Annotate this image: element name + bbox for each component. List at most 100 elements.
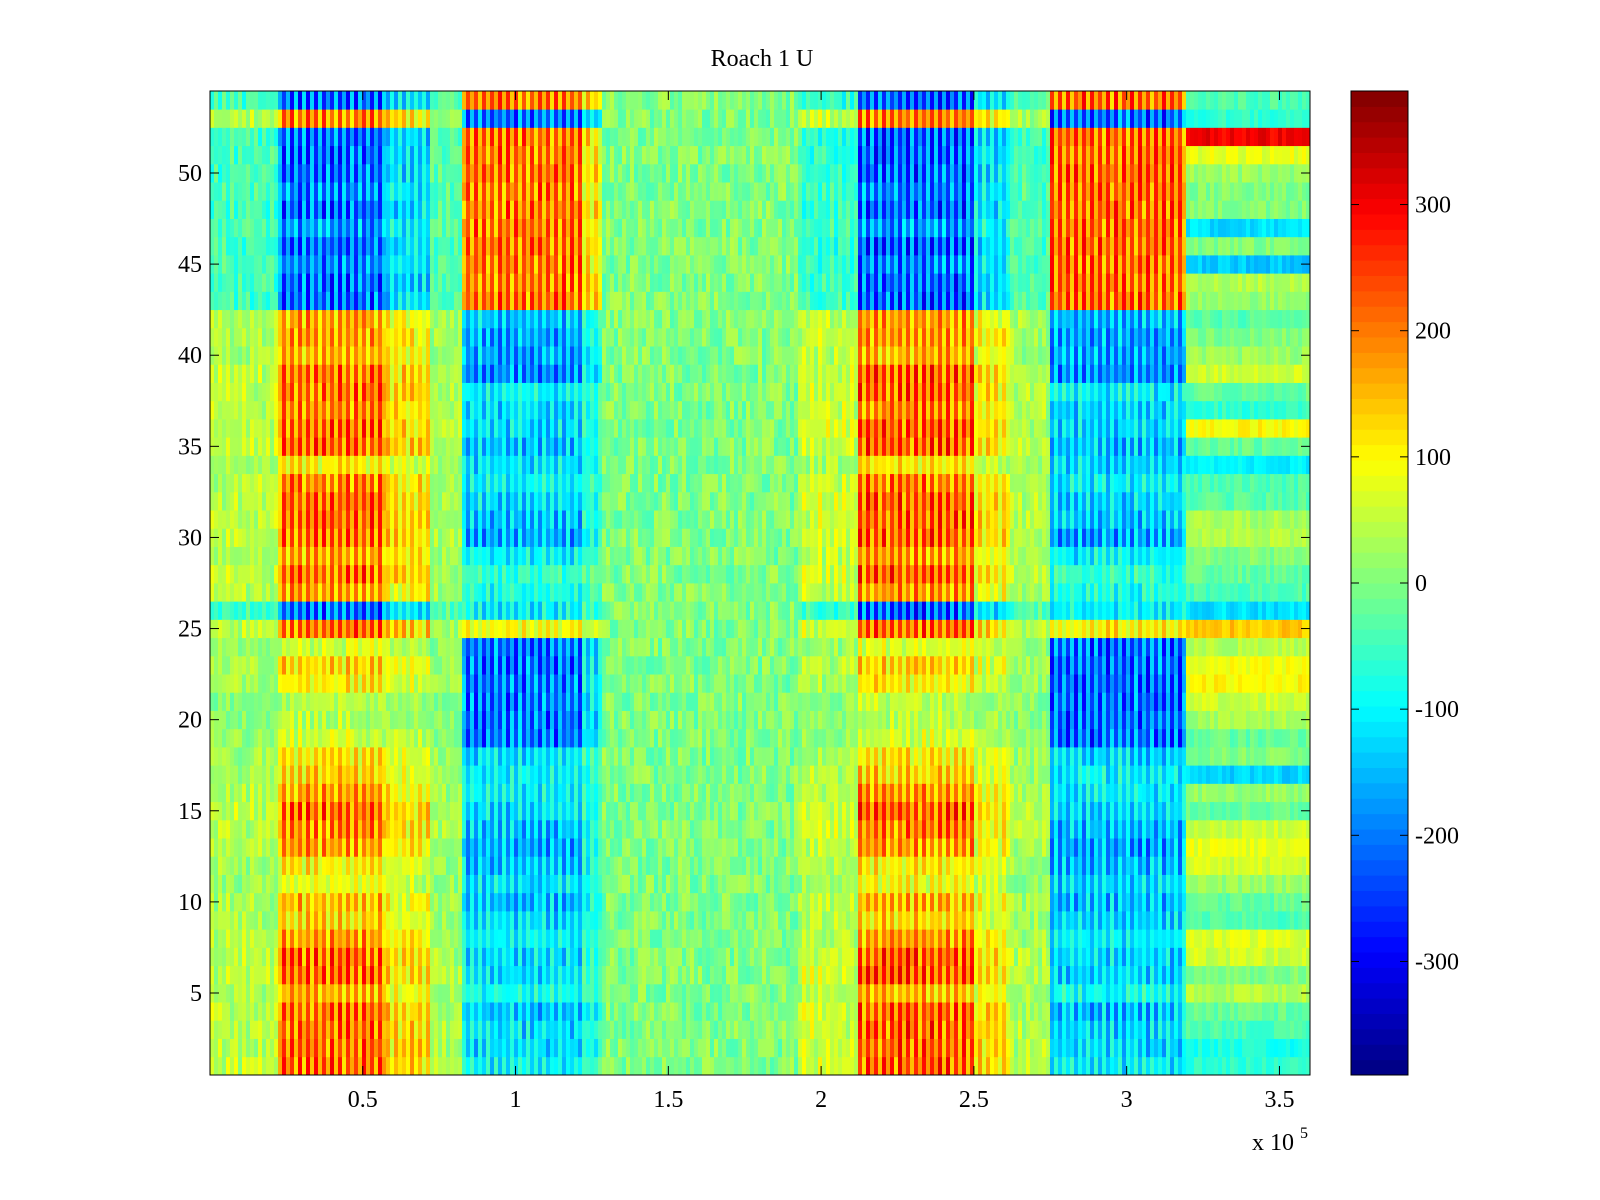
heatmap-cell <box>458 437 463 456</box>
heatmap-cell <box>462 765 467 784</box>
heatmap-cell <box>230 309 235 329</box>
heatmap-cell <box>238 145 243 165</box>
heatmap-cell <box>374 601 379 620</box>
heatmap-cell <box>374 437 379 456</box>
heatmap-cell <box>490 874 495 894</box>
heatmap-cell <box>310 765 315 784</box>
heatmap-cell <box>250 874 255 894</box>
heatmap-cell <box>378 346 383 365</box>
heatmap-cell <box>386 528 391 547</box>
heatmap-cell <box>362 182 367 201</box>
heatmap-cell <box>258 911 263 930</box>
heatmap-cell <box>434 710 439 730</box>
heatmap-cell <box>514 455 519 475</box>
heatmap-cell <box>370 765 375 784</box>
heatmap-cell <box>486 747 491 766</box>
heatmap-cell <box>454 200 459 219</box>
heatmap-cell <box>382 346 387 365</box>
heatmap-cell <box>542 400 547 420</box>
heatmap-cell <box>506 637 511 657</box>
heatmap-cell <box>526 382 531 402</box>
heatmap-cell <box>546 400 551 420</box>
heatmap-cell <box>358 364 363 383</box>
heatmap-cell <box>370 801 375 821</box>
heatmap-cell <box>574 838 579 857</box>
heatmap-cell <box>306 564 311 584</box>
heatmap-cell <box>442 983 447 1003</box>
heatmap-cell <box>426 674 431 693</box>
heatmap-cell <box>562 437 567 456</box>
heatmap-cell <box>378 892 383 912</box>
heatmap-cell <box>478 145 483 165</box>
heatmap-cell <box>322 1020 327 1039</box>
heatmap-cell <box>458 309 463 329</box>
heatmap-cell <box>546 528 551 547</box>
heatmap-cell <box>298 309 303 329</box>
heatmap-cell <box>238 127 243 147</box>
heatmap-cell <box>558 583 563 602</box>
heatmap-cell <box>438 419 443 438</box>
heatmap-cell <box>330 965 335 985</box>
heatmap-cell <box>326 655 331 675</box>
heatmap-cell <box>546 983 551 1003</box>
heatmap-cell <box>522 419 527 438</box>
heatmap-cell <box>314 819 319 839</box>
heatmap-cell <box>294 200 299 219</box>
heatmap-cell <box>366 583 371 602</box>
heatmap-cell <box>262 856 267 875</box>
heatmap-cell <box>454 655 459 675</box>
heatmap-cell <box>446 929 451 948</box>
heatmap-cell <box>314 747 319 766</box>
heatmap-cell <box>462 546 467 566</box>
heatmap-cell <box>278 218 283 238</box>
heatmap-cell <box>322 419 327 438</box>
heatmap-cell <box>446 655 451 675</box>
heatmap-cell <box>558 546 563 566</box>
heatmap-cell <box>250 273 255 292</box>
heatmap-cell <box>242 710 247 730</box>
heatmap-cell <box>366 346 371 365</box>
heatmap-cell <box>218 1056 223 1076</box>
heatmap-cell <box>434 783 439 803</box>
heatmap-cell <box>322 255 327 274</box>
heatmap-cell <box>542 419 547 438</box>
heatmap-cell <box>558 200 563 219</box>
heatmap-cell <box>494 674 499 693</box>
heatmap-cell <box>382 255 387 274</box>
heatmap-cell <box>566 236 571 256</box>
heatmap-cell <box>438 747 443 766</box>
heatmap-cell <box>238 692 243 711</box>
heatmap-cell <box>334 601 339 620</box>
heatmap-cell <box>398 819 403 839</box>
heatmap-cell <box>398 947 403 967</box>
heatmap-cell <box>430 236 435 256</box>
heatmap-cell <box>538 419 543 438</box>
heatmap-cell <box>430 528 435 547</box>
heatmap-cell <box>414 692 419 711</box>
heatmap-cell <box>358 218 363 238</box>
heatmap-cell <box>402 892 407 912</box>
heatmap-cell <box>546 783 551 803</box>
heatmap-cell <box>486 637 491 657</box>
heatmap-cell <box>286 892 291 912</box>
heatmap-cell <box>266 783 271 803</box>
heatmap-cell <box>466 838 471 857</box>
heatmap-cell <box>562 710 567 730</box>
heatmap-cell <box>402 601 407 620</box>
heatmap-cell <box>318 728 323 748</box>
heatmap-cell <box>422 182 427 201</box>
heatmap-cell <box>466 364 471 383</box>
heatmap-cell <box>302 674 307 693</box>
heatmap-cell <box>278 728 283 748</box>
heatmap-cell <box>282 637 287 657</box>
heatmap-cell <box>394 819 399 839</box>
heatmap-cell <box>210 182 215 201</box>
heatmap-cell <box>234 455 239 475</box>
heatmap-cell <box>210 1038 215 1058</box>
heatmap-cell <box>218 564 223 584</box>
heatmap-cell <box>366 327 371 347</box>
heatmap-cell <box>274 1002 279 1021</box>
heatmap-cell <box>374 1038 379 1058</box>
heatmap-cell <box>550 382 555 402</box>
heatmap-cell <box>326 528 331 547</box>
